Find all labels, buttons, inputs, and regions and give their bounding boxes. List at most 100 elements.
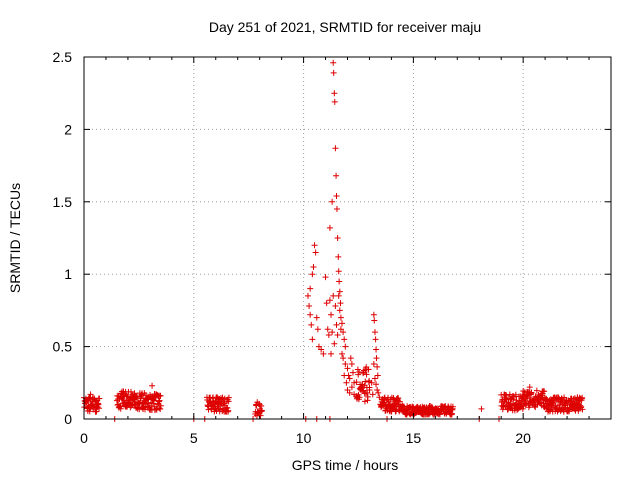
data-point [86,408,93,415]
data-point [503,392,510,399]
y-tick-label: 0 [64,411,72,427]
data-point [519,405,526,412]
plot-frame [83,56,612,420]
data-point [333,193,340,200]
data-point [308,321,315,328]
data-point [96,405,103,412]
data-point [371,375,378,382]
data-point [512,391,519,398]
data-point [353,379,360,386]
data-point [370,311,377,318]
data-point [366,387,373,394]
chart-title: Day 251 of 2021, SRMTID for receiver maj… [209,19,481,35]
data-point [528,389,535,396]
data-point [478,405,485,412]
data-point [449,403,456,410]
data-point [348,360,355,367]
data-point [541,388,548,395]
data-point [330,69,337,76]
data-point [258,407,265,414]
data-point [225,407,232,414]
data-point [340,355,347,362]
data-point [371,317,378,324]
data-point [309,271,316,278]
data-point [346,389,353,396]
x-axis-title: GPS time / hours [292,457,399,473]
data-point [339,320,346,327]
data-point [335,292,342,299]
data-point [157,406,164,413]
data-point [331,340,338,347]
data-point [361,390,368,397]
data-point [258,403,265,410]
data-point [579,406,586,413]
data-point [310,263,317,270]
data-point [117,405,124,412]
data-point [374,387,381,394]
data-point [374,363,381,370]
data-point [374,372,381,379]
data-point [313,314,320,321]
data-point [332,303,339,310]
grid-lines [84,57,611,419]
data-point [123,392,130,399]
data-point [307,285,314,292]
x-tick-label: 20 [515,430,531,446]
data-point [549,399,556,406]
data-point [365,366,372,373]
data-point [156,397,163,404]
data-point [328,350,335,357]
data-point [373,381,380,388]
data-point [376,394,383,401]
data-point [325,332,332,339]
data-point [220,399,227,406]
data-point [547,407,554,414]
data-point [128,402,135,409]
data-point [346,375,353,382]
axis-ticks [83,56,611,420]
data-point [131,390,138,397]
data-point [347,355,354,362]
x-tick-label: 0 [80,430,88,446]
data-point [257,412,264,419]
data-point [330,292,337,299]
data-point [335,268,342,275]
data-point [331,98,338,105]
data-point [355,371,362,378]
data-point [371,329,378,336]
data-point [372,336,379,343]
data-point [336,288,343,295]
data-point [337,326,344,333]
data-point [336,307,343,314]
data-point [333,321,340,328]
data-point [334,332,341,339]
data-point [335,253,342,260]
data-point [334,235,341,241]
data-point [225,394,232,401]
y-axis-title: SRMTID / TECUs [7,183,23,293]
x-tick-label: 15 [406,430,422,446]
data-point [344,365,351,372]
data-point [337,300,344,307]
data-point [309,336,316,343]
data-point [364,393,371,400]
data-point [224,405,231,412]
data-point [341,372,348,379]
data-point [349,369,356,376]
data-point [332,145,339,152]
data-point [329,329,336,336]
x-tick-label: 10 [296,430,312,446]
data-point [329,198,336,205]
data-point [306,303,313,310]
data-point [326,297,333,304]
data-point [526,384,533,391]
data-point [331,90,338,97]
data-point [96,395,103,402]
data-point [363,371,370,378]
data-point [555,394,562,401]
data-point [311,242,318,249]
data-point [362,378,369,385]
data-point [579,394,586,401]
